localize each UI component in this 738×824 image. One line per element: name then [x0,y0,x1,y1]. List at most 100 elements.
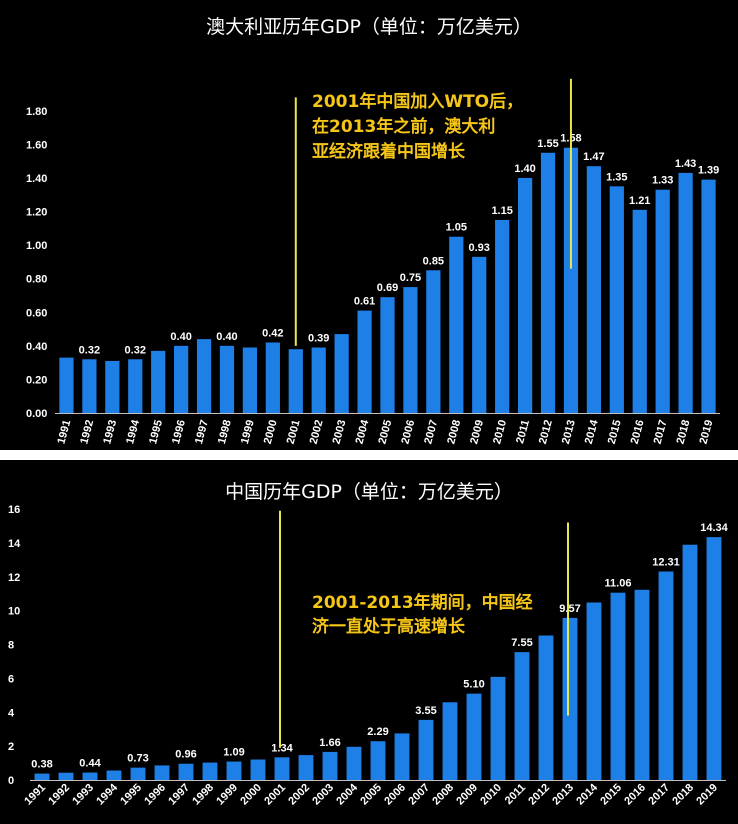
australia-data-label-2014: 1.47 [583,151,604,163]
australia-bar-1998 [219,345,235,413]
china-gdp-chart: 中国历年GDP（单位：万亿美元）02468101214160.381991199… [8,481,729,808]
australia-data-label-2015: 1.35 [606,171,627,183]
australia-bar-2002 [311,347,326,413]
china-x-tick-label: 2002 [286,782,312,808]
australia-x-tick-label: 2012 [537,419,555,446]
australia-bar-2004 [357,310,372,413]
china-x-tick-label: 2015 [598,782,624,808]
australia-x-tick-label: 1998 [216,419,234,446]
china-x-tick-label: 2005 [358,782,384,808]
china-bar-2004 [346,746,362,780]
china-x-tick-label: 2013 [550,782,576,808]
australia-y-tick-label: 0.40 [26,341,47,353]
australia-bar-1991 [59,357,74,413]
australia-x-tick-label: 2001 [285,419,303,446]
china-annotation-line: 2001-2013年期间，中国经 [312,592,533,613]
australia-annotation-line: 亚经济跟着中国增长 [312,141,466,162]
australia-bar-2007 [426,270,441,413]
australia-annotation-line: 2001年中国加入WTO后， [312,91,523,112]
australia-data-label-1998: 0.40 [216,331,237,343]
china-data-label-1999: 1.09 [223,747,244,759]
china-bar-2005 [370,741,386,780]
australia-bar-2003 [334,334,349,413]
australia-bar-2008 [449,236,464,413]
china-data-label-2019: 14.34 [700,522,728,534]
china-bar-1992 [58,772,74,780]
australia-bar-1994 [128,359,143,413]
australia-x-tick-label: 1999 [239,419,257,446]
china-bar-2002 [298,755,314,780]
australia-bar-2012 [540,152,556,413]
australia-x-tick-label: 2013 [560,419,578,446]
australia-x-tick-label: 1996 [170,419,188,446]
australia-x-tick-label: 2002 [308,419,326,446]
china-x-tick-label: 2003 [310,782,336,808]
china-x-tick-label: 2009 [454,782,480,808]
china-y-tick-label: 14 [8,538,21,550]
china-x-tick-label: 2006 [382,782,408,808]
australia-y-tick-label: 1.00 [26,240,47,252]
australia-chart-title: 澳大利亚历年GDP（单位：万亿美元） [206,16,532,38]
australia-x-tick-label: 1993 [101,419,119,446]
australia-bar-2013 [563,147,579,413]
china-x-tick-label: 2019 [694,782,720,808]
china-x-tick-label: 2010 [478,782,504,808]
australia-data-label-2009: 0.93 [469,242,490,254]
australia-x-tick-label: 2014 [583,418,601,446]
china-bar-1993 [82,772,98,780]
china-data-label-2015: 11.06 [605,578,632,590]
china-bar-1995 [130,767,146,780]
australia-x-tick-label: 2000 [262,419,280,446]
australia-bar-2019 [701,179,716,413]
china-bar-2009 [466,693,482,780]
australia-data-label-1996: 0.40 [170,331,191,343]
china-data-label-1997: 0.96 [175,749,196,761]
china-data-label-2011: 7.55 [511,637,532,649]
china-bar-1999 [226,761,242,780]
australia-bar-2016 [632,209,647,413]
china-y-tick-label: 2 [8,741,14,753]
australia-data-label-2010: 1.15 [491,205,512,217]
china-data-label-2005: 2.29 [367,726,388,738]
australia-data-label-2017: 1.33 [652,175,673,187]
australia-data-label-2019: 1.39 [698,165,719,177]
australia-x-tick-label: 2015 [606,419,624,446]
australia-x-tick-label: 2003 [331,419,349,446]
china-bar-1998 [202,762,218,780]
australia-annotation-line: 在2013年之前，澳大利 [312,116,495,137]
china-bar-1991 [34,773,50,780]
china-x-tick-label: 1995 [118,782,144,808]
australia-data-label-2002: 0.39 [308,333,329,345]
australia-bar-1995 [151,350,166,413]
australia-y-tick-label: 0.00 [26,408,47,420]
australia-data-label-2011: 1.40 [514,163,535,175]
china-x-tick-label: 1999 [214,782,240,808]
china-bar-1997 [178,763,194,780]
australia-y-tick-label: 0.60 [26,307,47,319]
china-data-label-2003: 1.66 [319,737,340,749]
china-x-tick-label: 2016 [622,782,648,808]
australia-x-tick-label: 2017 [652,419,670,446]
china-x-tick-label: 2000 [238,782,264,808]
china-bar-2010 [490,676,506,780]
china-y-tick-label: 16 [8,504,20,516]
australia-bar-2010 [495,219,510,413]
australia-x-tick-label: 1992 [78,419,96,446]
australia-x-tick-label: 2008 [445,419,463,446]
china-data-label-1991: 0.38 [31,759,52,771]
china-bar-2001 [274,757,290,780]
china-data-label-2013: 9.57 [559,603,580,615]
australia-bar-1993 [105,360,120,413]
china-x-tick-label: 1991 [22,782,48,808]
china-bar-2015 [610,592,626,780]
australia-y-tick-label: 1.40 [26,173,47,185]
china-x-tick-label: 1998 [190,782,216,808]
australia-bar-1997 [196,339,212,413]
china-y-tick-label: 4 [8,707,15,719]
australia-y-tick-label: 1.20 [26,207,47,219]
china-x-tick-label: 2008 [430,782,456,808]
china-bar-2007 [418,719,434,780]
australia-data-label-2006: 0.75 [400,272,421,284]
australia-bar-2014 [586,166,601,413]
china-x-tick-label: 2012 [526,782,552,808]
